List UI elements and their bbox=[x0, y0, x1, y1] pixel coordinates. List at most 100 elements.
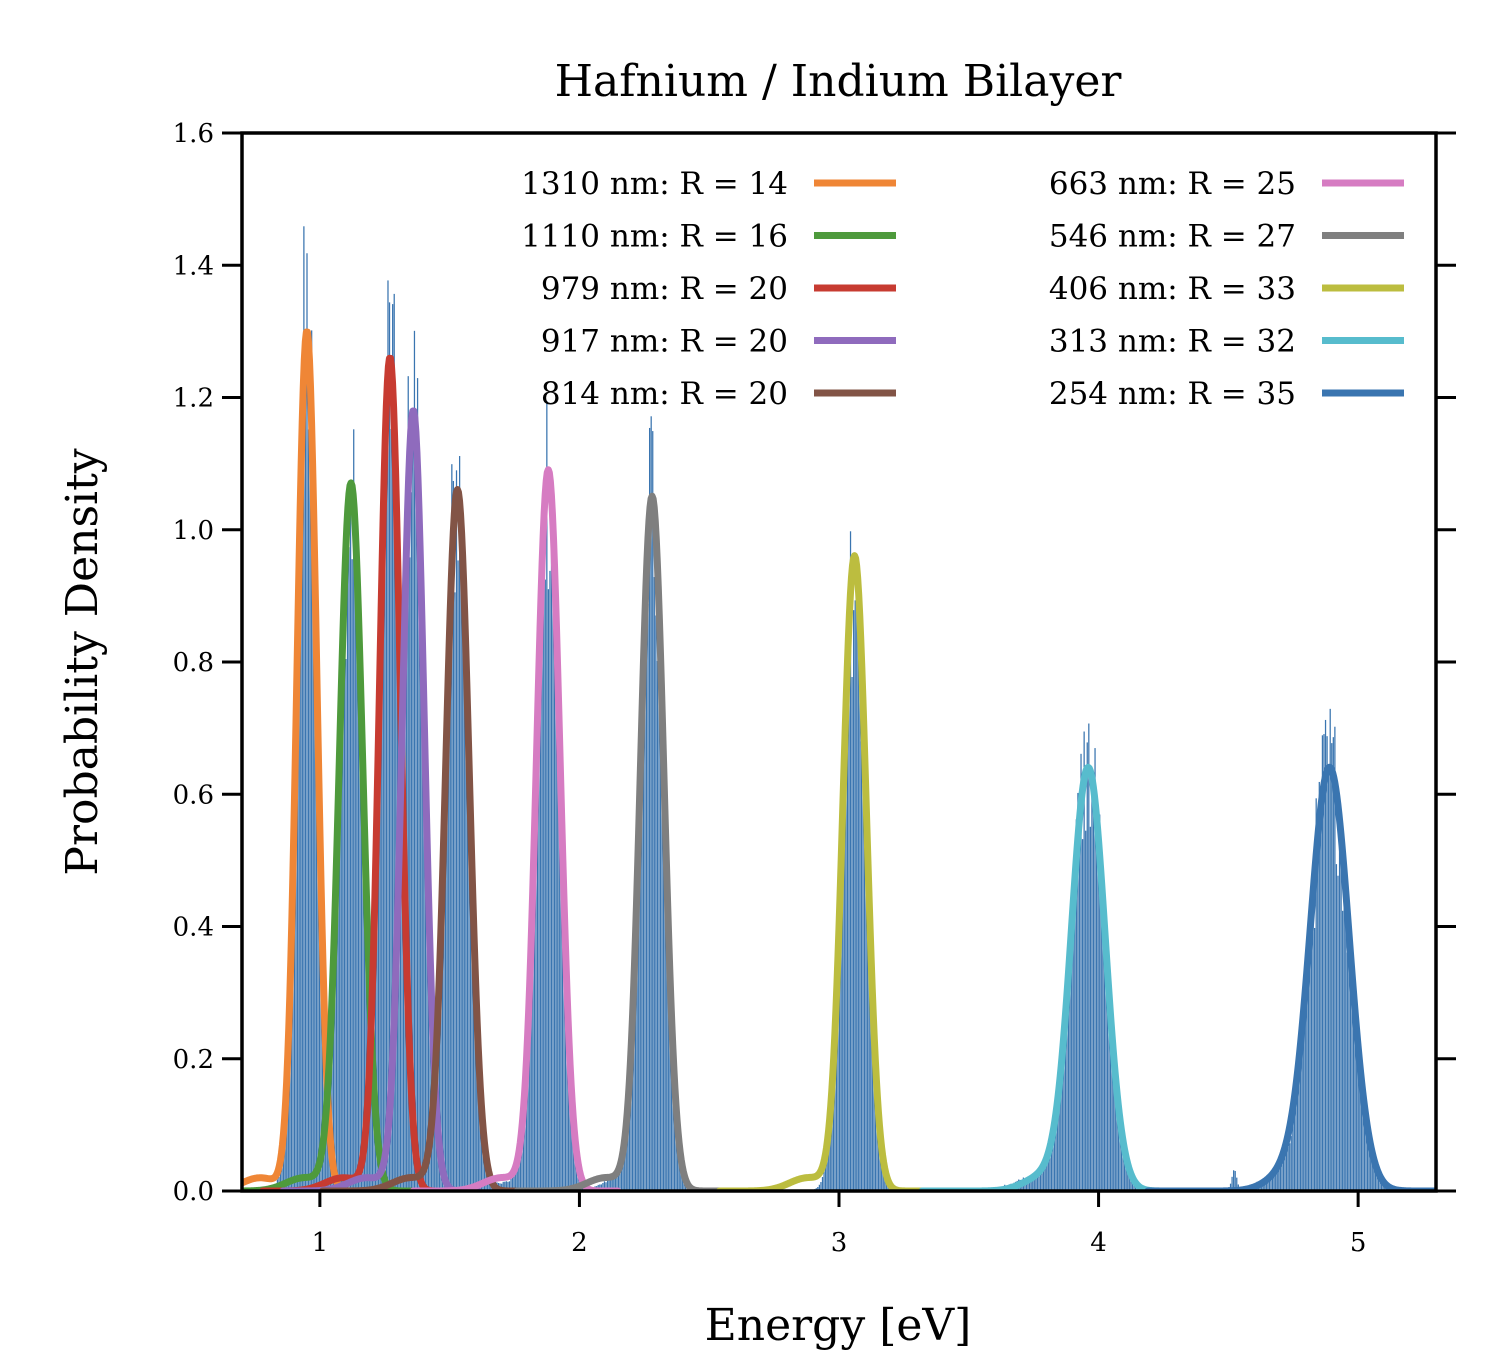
histogram-bar bbox=[1320, 819, 1321, 1191]
histogram-bar bbox=[1065, 1044, 1066, 1191]
histogram-bar bbox=[1085, 831, 1086, 1191]
legend-label-5: 814 nm: R = 20 bbox=[541, 376, 788, 412]
legend-label-9: 313 nm: R = 32 bbox=[1049, 324, 1296, 360]
legend: 1310 nm: R = 14 1110 nm: R = 16 979 nm: R … bbox=[521, 166, 1404, 412]
histogram-bar bbox=[1337, 876, 1338, 1191]
chart-container: Hafnium / Indium Bilayer Energy [eV] Pro… bbox=[0, 0, 1500, 1366]
histogram-bar bbox=[1088, 724, 1089, 1191]
y-tick-label: 0.6 bbox=[173, 780, 214, 810]
histogram-bar bbox=[1090, 827, 1091, 1191]
histogram-bar bbox=[545, 580, 546, 1191]
y-tick-label: 1.4 bbox=[173, 251, 214, 281]
histogram-bar bbox=[1314, 928, 1315, 1191]
histogram-bar bbox=[1098, 873, 1099, 1191]
histogram-bar bbox=[548, 589, 549, 1191]
histogram-bar bbox=[1292, 1126, 1293, 1191]
histogram-bar bbox=[1331, 743, 1332, 1191]
y-tick-label: 1.2 bbox=[173, 384, 214, 414]
histogram-bar bbox=[551, 498, 552, 1191]
histogram-bar bbox=[853, 610, 854, 1191]
x-tick-label: 5 bbox=[1350, 1228, 1367, 1258]
histogram-bar bbox=[647, 604, 648, 1191]
histogram-bar bbox=[855, 600, 856, 1191]
histogram-bar bbox=[456, 470, 457, 1191]
histogram-bar bbox=[822, 1177, 823, 1191]
histogram-bar bbox=[308, 429, 309, 1191]
y-tick-label: 0.0 bbox=[173, 1177, 214, 1207]
histogram-bar bbox=[457, 560, 458, 1191]
histogram-bar bbox=[352, 559, 353, 1191]
histogram-bar bbox=[1093, 801, 1094, 1191]
histogram-bar bbox=[454, 592, 455, 1191]
histogram-bar bbox=[1278, 1169, 1279, 1191]
y-tick-label: 0.4 bbox=[173, 913, 214, 943]
histogram-bar bbox=[1328, 764, 1329, 1191]
histogram-bar bbox=[658, 664, 659, 1191]
legend-label-8: 406 nm: R = 33 bbox=[1049, 271, 1296, 307]
histogram-bar bbox=[1101, 904, 1102, 1191]
histogram-bar bbox=[347, 565, 348, 1191]
histogram-bar bbox=[1342, 911, 1343, 1191]
series-line-8 bbox=[720, 556, 925, 1191]
histogram-bar bbox=[862, 785, 863, 1191]
histogram-bar bbox=[1345, 923, 1346, 1191]
histogram-bar bbox=[858, 607, 859, 1191]
series-line-10 bbox=[1148, 767, 1436, 1191]
legend-label-3: 979 nm: R = 20 bbox=[541, 271, 788, 307]
histogram-bar bbox=[415, 488, 416, 1191]
y-axis-label: Probability Density bbox=[57, 448, 108, 875]
histogram-bar bbox=[856, 595, 857, 1191]
histogram-bar bbox=[1091, 768, 1092, 1191]
histogram-bar bbox=[1333, 737, 1334, 1191]
y-tick-label: 1.0 bbox=[173, 516, 214, 546]
histogram-bar bbox=[461, 538, 462, 1191]
histogram-bar bbox=[861, 741, 862, 1191]
histogram-bar bbox=[1288, 1147, 1289, 1191]
histogram-bar bbox=[1326, 736, 1327, 1191]
histogram-bar bbox=[348, 547, 349, 1191]
legend-label-1: 1310 nm: R = 14 bbox=[521, 166, 788, 202]
histogram-bar bbox=[305, 349, 306, 1191]
histogram-bar bbox=[654, 577, 655, 1191]
histogram-bar bbox=[1071, 950, 1072, 1191]
legend-label-10: 254 nm: R = 35 bbox=[1049, 376, 1296, 412]
histogram-bar bbox=[1339, 825, 1340, 1191]
histogram-bar bbox=[1281, 1163, 1282, 1191]
series-line-9 bbox=[922, 767, 1189, 1191]
histogram-bar bbox=[1045, 1167, 1046, 1191]
histogram-bar bbox=[1353, 1022, 1354, 1191]
chart-svg: Hafnium / Indium Bilayer Energy [eV] Pro… bbox=[0, 0, 1500, 1366]
plot-clipped-group bbox=[242, 226, 1435, 1191]
histogram-bar bbox=[1082, 839, 1083, 1191]
legend-label-2: 1110 nm: R = 16 bbox=[521, 219, 788, 255]
histogram-bar bbox=[543, 571, 544, 1191]
histogram-bar bbox=[1302, 1044, 1303, 1191]
histogram-bar bbox=[1073, 933, 1074, 1191]
histogram-bar bbox=[1291, 1136, 1292, 1191]
histogram-bar bbox=[462, 599, 463, 1191]
y-tick-label: 0.2 bbox=[173, 1045, 214, 1075]
x-tick-label: 4 bbox=[1090, 1228, 1107, 1258]
histogram-bar bbox=[350, 505, 351, 1191]
histogram-bar bbox=[345, 659, 346, 1191]
legend-label-6: 663 nm: R = 25 bbox=[1049, 166, 1296, 202]
x-tick-label: 2 bbox=[571, 1228, 588, 1258]
histogram-bar bbox=[851, 677, 852, 1191]
histogram-bar bbox=[655, 615, 656, 1191]
histogram-bar bbox=[1274, 1176, 1275, 1191]
histogram-bar bbox=[1308, 979, 1309, 1191]
y-tick-label: 0.8 bbox=[173, 648, 214, 678]
x-tick-label: 1 bbox=[312, 1228, 329, 1258]
chart-title: Hafnium / Indium Bilayer bbox=[555, 56, 1123, 107]
histogram-bar bbox=[657, 661, 658, 1191]
histogram-bar bbox=[1350, 974, 1351, 1191]
histogram-bar bbox=[1312, 923, 1313, 1191]
x-tick-label: 3 bbox=[831, 1228, 848, 1258]
plot-area bbox=[242, 226, 1435, 1191]
histogram-bar bbox=[1289, 1143, 1290, 1191]
histogram-bar bbox=[1340, 838, 1341, 1191]
histogram-bar bbox=[419, 583, 420, 1191]
histogram-bar bbox=[848, 677, 849, 1191]
histogram-bar bbox=[1330, 709, 1331, 1191]
histogram-bar bbox=[1286, 1151, 1287, 1191]
